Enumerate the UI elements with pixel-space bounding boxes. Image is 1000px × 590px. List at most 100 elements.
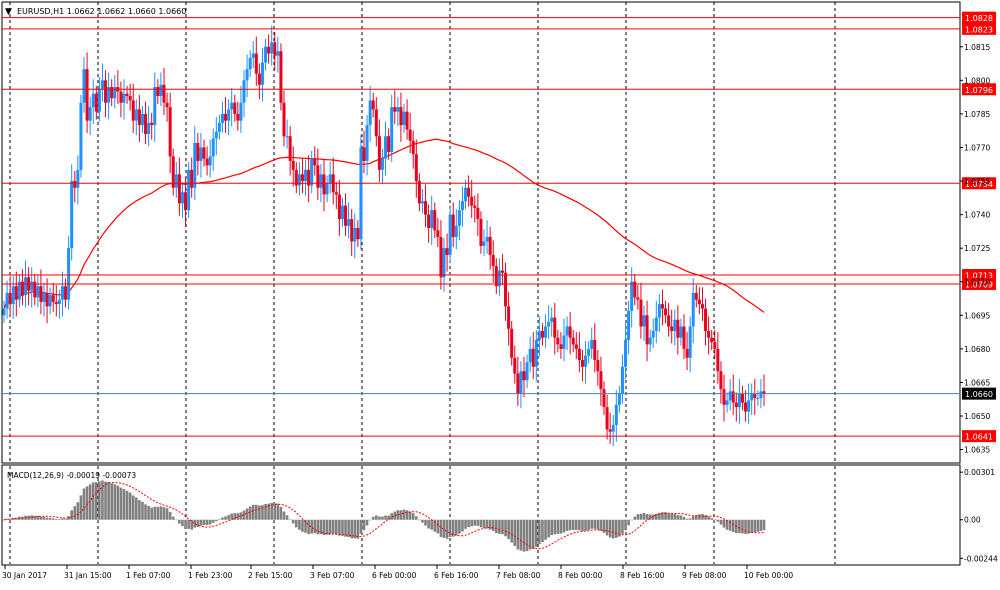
candle-body <box>362 147 366 161</box>
candle <box>547 305 551 339</box>
candle-body <box>119 91 123 103</box>
candle <box>2 300 6 324</box>
macd-bar <box>750 519 753 533</box>
candle-body <box>636 297 640 300</box>
candle-body <box>174 174 178 188</box>
candle <box>648 329 652 353</box>
candle <box>654 300 658 344</box>
macd-bar <box>45 517 49 520</box>
candle-body <box>184 192 188 211</box>
candle <box>79 94 83 178</box>
candle-body <box>5 292 9 309</box>
candle-body <box>325 183 329 195</box>
candle <box>642 305 646 342</box>
candle-body <box>254 53 258 74</box>
price-axis: 1.0815 1.0800 1.0785 1.0770 1.0755 1.0740 1.07… <box>960 43 990 455</box>
macd-bar <box>70 510 73 520</box>
candle-body <box>245 69 249 81</box>
macd-bar <box>141 501 144 520</box>
macd-bar <box>82 488 86 520</box>
macd-bar <box>519 519 523 551</box>
candle <box>73 170 77 203</box>
candle-body <box>590 339 594 349</box>
candle <box>359 135 363 250</box>
candle <box>291 146 295 187</box>
macd-bar <box>396 510 400 520</box>
macd-bar <box>104 481 107 520</box>
candle-body <box>150 122 154 126</box>
candle <box>580 349 584 382</box>
candle <box>762 374 766 406</box>
candle-body <box>125 93 129 96</box>
macd-bar <box>178 519 181 524</box>
macd-bar <box>528 519 532 550</box>
price-tick-label: 1.0650 <box>964 412 990 421</box>
macd-bar <box>439 519 443 537</box>
macd-bar <box>202 519 206 526</box>
candle <box>122 79 126 120</box>
macd-bar <box>679 515 683 520</box>
triangle-down-icon[interactable]: ▼ <box>5 7 12 17</box>
candle-body <box>171 156 175 188</box>
candle <box>485 220 489 254</box>
candle-body <box>719 371 723 390</box>
candle-body <box>344 205 348 226</box>
candle-body <box>356 228 360 240</box>
candle-body <box>110 87 114 99</box>
level-price-tag <box>962 430 996 443</box>
candle <box>257 63 261 100</box>
level-label: 1.0796 <box>965 86 993 95</box>
macd-bar <box>516 519 520 550</box>
macd-bar <box>331 519 335 535</box>
candle-body <box>396 107 400 112</box>
candle <box>707 316 711 355</box>
macd-bar <box>270 502 273 520</box>
macd-bar <box>350 519 353 539</box>
macd-bar <box>688 518 692 520</box>
chart-title: EURUSD,H1 1.0662 1.0662 1.0660 1.0660 <box>17 7 186 16</box>
macd-bar <box>415 516 418 520</box>
candle <box>460 186 464 227</box>
macd-bar <box>298 519 301 530</box>
candle-body <box>177 174 181 204</box>
candle <box>448 206 452 263</box>
candle-body <box>424 201 428 215</box>
candle <box>590 327 594 359</box>
macd-bar <box>196 519 200 527</box>
macd-bar <box>98 481 101 520</box>
macd-bar <box>562 519 566 533</box>
candle <box>208 139 212 178</box>
candle-body <box>734 402 738 408</box>
candle-body <box>153 87 157 126</box>
macd-bar <box>621 519 624 534</box>
candle <box>334 182 338 210</box>
level-label: 1.0713 <box>965 272 993 281</box>
candle <box>507 291 511 346</box>
candle <box>374 97 378 147</box>
candle-body <box>617 393 621 405</box>
macd-bar <box>704 515 707 520</box>
candle-body <box>531 348 535 367</box>
candle-body <box>614 404 618 425</box>
candle-body <box>568 326 572 338</box>
candle <box>8 276 12 317</box>
time-tick-label: 31 Jan 15:00 <box>64 571 112 580</box>
candle <box>571 329 575 353</box>
macd-bar <box>242 510 246 520</box>
candle <box>697 287 701 315</box>
candle-body <box>482 241 486 246</box>
macd-bar <box>467 519 470 528</box>
candle <box>451 202 455 248</box>
candle <box>645 300 649 362</box>
time-tick-label: 8 Feb 00:00 <box>558 571 603 580</box>
candle <box>550 307 554 337</box>
macd-bar <box>390 513 393 520</box>
candle <box>270 25 274 66</box>
candle-body <box>460 201 464 211</box>
candle <box>67 235 71 310</box>
macd-bar <box>273 503 277 520</box>
macd-bar <box>58 519 61 520</box>
